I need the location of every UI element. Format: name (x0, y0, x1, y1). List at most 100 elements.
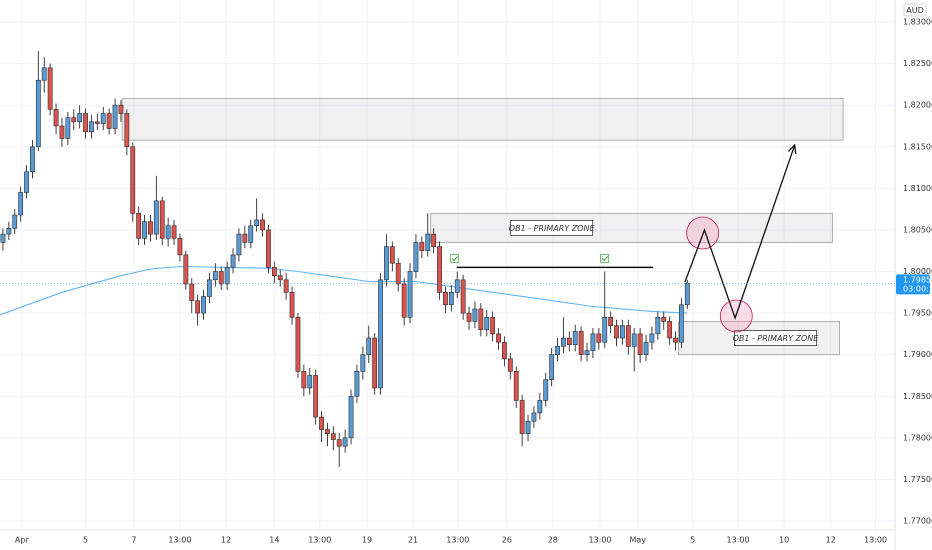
candle-body (159, 200, 165, 239)
candle-body (431, 233, 437, 247)
candle-body (448, 292, 454, 306)
candle-body (112, 104, 118, 129)
y-tick-label: 1.80000 (903, 267, 932, 276)
x-tick-label: 21 (408, 536, 418, 545)
candle-body (384, 246, 389, 281)
candle-body (24, 171, 29, 193)
candle-body (513, 371, 519, 401)
candle-body (472, 308, 478, 322)
candle-body (637, 333, 643, 355)
candle-body (419, 242, 425, 252)
x-tick-label: May (629, 536, 646, 545)
candle-body (566, 337, 572, 346)
last-price-label: 1.79857 (903, 275, 932, 284)
x-tick-label: 10 (779, 536, 789, 545)
candle-body (478, 308, 484, 331)
candle-body (608, 316, 614, 326)
candle-body (248, 225, 254, 243)
y-tick-label: 1.77500 (903, 475, 932, 484)
candle-body (165, 225, 171, 239)
candle-body (148, 221, 153, 235)
candle-body (53, 109, 59, 127)
candle-body (614, 325, 619, 339)
candle-body (602, 316, 608, 343)
x-tick-label: 7 (131, 536, 136, 545)
candle-body (372, 337, 378, 389)
candle-body (395, 262, 401, 285)
candle-body (6, 227, 12, 235)
candle-body (236, 233, 242, 256)
y-tick-label: 1.83000 (903, 18, 932, 27)
candle-body (65, 117, 71, 139)
candle-body (519, 400, 525, 434)
x-tick-label: 13:00 (588, 536, 611, 545)
candle-body (531, 412, 537, 422)
candle-body (59, 125, 65, 139)
candle-body (224, 267, 230, 285)
countdown-label: 03:00:12 (903, 284, 932, 293)
candle-body (596, 333, 602, 343)
candle-body (295, 316, 301, 372)
candle-body (502, 341, 507, 360)
x-tick-label: Apr (15, 536, 30, 545)
y-tick-label: 1.81000 (903, 184, 932, 193)
candle-body (631, 333, 637, 347)
candle-body (266, 229, 271, 268)
candle-body (490, 316, 496, 335)
candle-body (454, 279, 460, 293)
candle-body (413, 242, 419, 272)
candle-body (218, 271, 224, 285)
x-tick-label: 12 (826, 536, 836, 545)
check-mark (451, 255, 459, 262)
candle-body (230, 254, 236, 268)
zone-label: OB1 - PRIMARY ZONE (509, 224, 596, 233)
candle-body (212, 271, 218, 281)
x-tick-label: 5 (690, 536, 695, 545)
candle-body (201, 296, 206, 314)
candle-body (301, 371, 307, 389)
zone-label: OB1 - PRIMARY ZONE (733, 334, 820, 343)
candle-body (673, 337, 678, 343)
candle-body (537, 400, 543, 414)
candle-body (271, 267, 277, 276)
x-tick-label: 26 (502, 536, 512, 545)
candle-body (189, 283, 195, 301)
moving-average (0, 265, 688, 316)
candle-body (555, 346, 560, 355)
candle-body (590, 333, 596, 351)
zone-label-box (734, 330, 817, 346)
candle-body (460, 279, 466, 314)
candle-body (684, 282, 690, 306)
x-tick-label: 13:00 (727, 536, 750, 545)
candle-body (254, 219, 260, 227)
candle-body (171, 225, 177, 239)
projection-path (684, 144, 796, 321)
check-icon (450, 253, 460, 263)
candle-body (35, 79, 41, 148)
candle-body (643, 341, 649, 355)
x-tick-label: 28 (548, 536, 558, 545)
candle-body (584, 350, 590, 355)
x-tick-label: 19 (362, 536, 372, 545)
candle-body (661, 316, 667, 322)
candle-body (289, 292, 295, 318)
candle-body (30, 146, 35, 173)
candle-body (466, 312, 472, 322)
arrow-head (787, 143, 797, 155)
y-tick-label: 1.82500 (903, 59, 932, 68)
candle-body (342, 437, 348, 447)
currency-label: AUD (906, 6, 924, 15)
candle-body (283, 279, 289, 293)
x-tick-label: 13:00 (308, 536, 331, 545)
last-price-box (896, 274, 930, 295)
candle-body (572, 331, 578, 346)
candle-body (319, 416, 324, 430)
candle-body (578, 331, 584, 355)
candle-body (325, 429, 330, 434)
y-tick-label: 1.79500 (903, 309, 932, 318)
y-tick-label: 1.78000 (903, 433, 932, 442)
candle-body (378, 279, 383, 389)
candle-body (525, 420, 531, 434)
check-mark (601, 255, 609, 262)
